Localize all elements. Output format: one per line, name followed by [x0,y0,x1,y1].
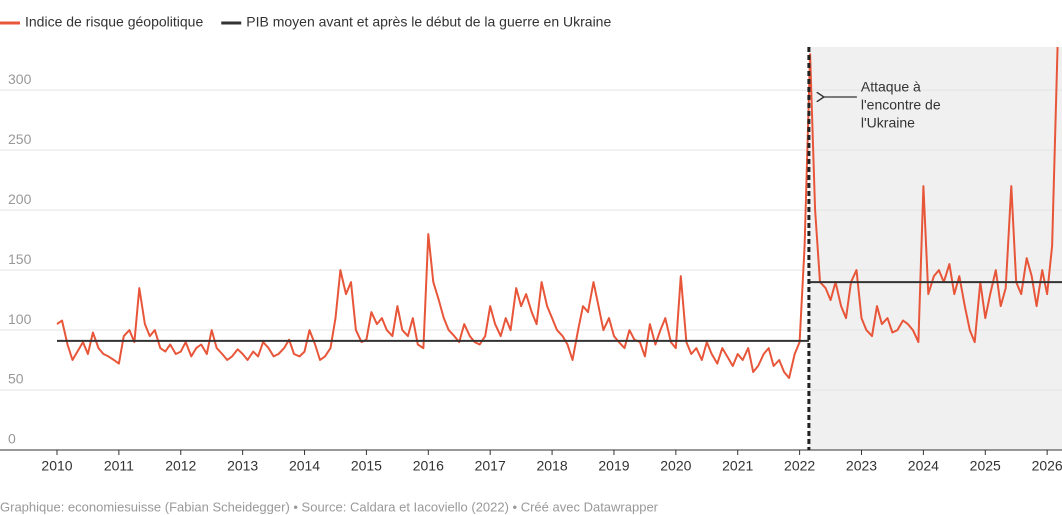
annotation: l'encontre de [861,97,941,113]
x-tick-label: 2023 [846,458,877,474]
annotation: Attaque à [861,79,921,95]
y-tick-label: 0 [8,431,16,447]
x-tick-label: 2015 [351,458,382,474]
x-tick-label: 2017 [475,458,506,474]
legend-label: Indice de risque géopolitique [25,14,203,30]
x-tick-label: 2014 [289,458,320,474]
y-tick-label: 50 [8,371,24,387]
overlay: Attaque à l'encontre de l'Ukraine [807,47,941,450]
y-tick-label: 150 [8,251,32,267]
x-tick-label: 2019 [598,458,629,474]
plot [56,47,1062,379]
risk-line [56,47,1059,379]
x-tick-label: 2022 [784,458,815,474]
x-tick-label: 2013 [227,458,258,474]
y-tick-label: 100 [8,311,32,327]
x-tick-label: 2024 [908,458,939,474]
x-tick-label: 2010 [41,458,72,474]
y-tick-label: 250 [8,131,32,147]
legend-label: PIB moyen avant et après le début de la … [246,14,611,30]
grid: 0 50 100 150 200 250 300 2010 2011 2012 2013 2014 20… [0,71,1062,474]
post-event-region [808,47,1062,450]
mean-line [57,281,1062,342]
x-tick-label: 2025 [970,458,1001,474]
plot-background [808,47,1062,450]
x-tick-label: 2011 [104,458,134,474]
source: Graphique: economiesuisse (Fabian Scheid… [0,499,659,514]
x-tick-label: 2021 [722,458,753,474]
y-tick-label: 300 [8,71,32,87]
legend: Indice de risque géopolitique PIB moyen a… [0,14,611,30]
x-tick-label: 2020 [660,458,691,474]
x-tick-label: 2012 [165,458,196,474]
annotation: l'Ukraine [861,115,915,131]
y-tick-label: 200 [8,191,32,207]
x-tick-label: 2018 [536,458,567,474]
x-tick-label: 2026 [1032,458,1062,474]
x-tick-label: 2016 [413,458,444,474]
